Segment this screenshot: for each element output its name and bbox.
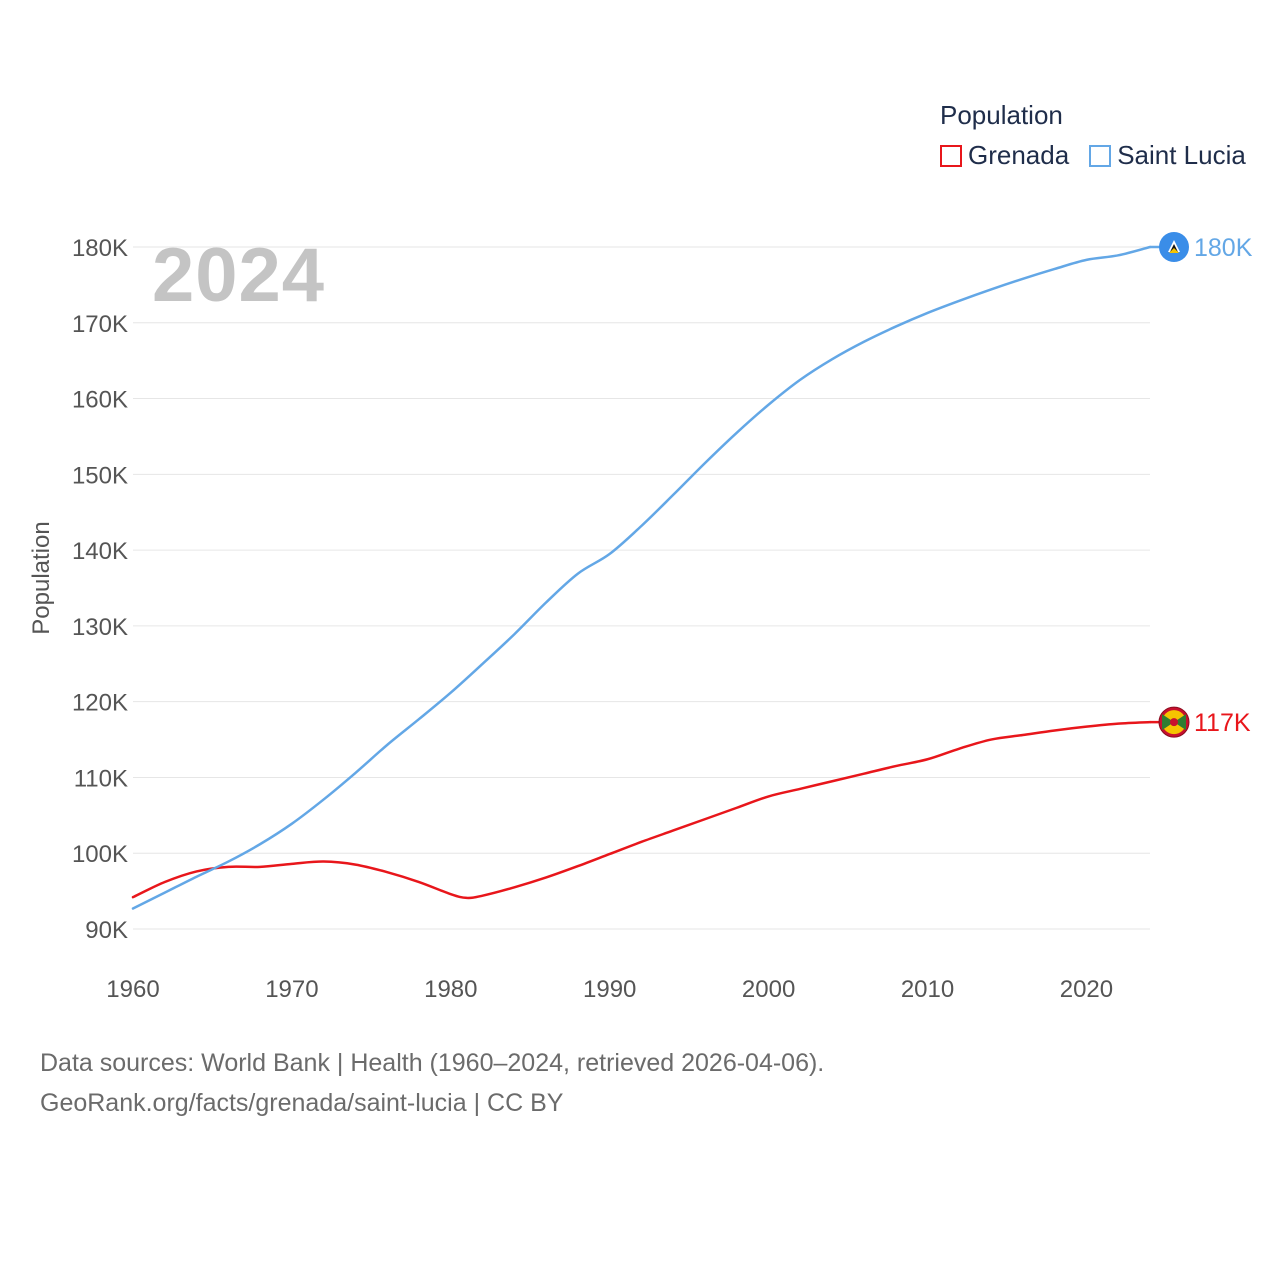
y-axis-ticks: 90K 100K 110K 120K 130K 140K 150K 160K 170K 180K — [72, 235, 128, 944]
series-line-saint-lucia[interactable] — [131, 245, 1152, 910]
footer-link[interactable]: GeoRank.org/facts/grenada/saint-lucia | … — [40, 1089, 564, 1117]
flag-icon-grenada — [1158, 706, 1190, 738]
y-tick-label: 150K — [72, 462, 128, 489]
end-label-saint-lucia: 180K — [1194, 234, 1253, 262]
legend-title: Population — [940, 100, 1063, 130]
x-tick-label: 1960 — [106, 976, 159, 1003]
y-tick-label: 130K — [72, 614, 128, 641]
x-tick-label: 2010 — [901, 976, 954, 1003]
legend-swatch-grenada — [940, 144, 962, 167]
x-axis-ticks: 1960 1970 1980 1990 2000 2010 2020 — [106, 976, 1113, 1003]
legend-label-saint-lucia: Saint Lucia — [1117, 140, 1246, 170]
y-tick-label: 120K — [72, 690, 128, 717]
x-tick-label: 2020 — [1060, 976, 1113, 1003]
legend-label-grenada: Grenada — [968, 140, 1070, 170]
y-tick-label: 100K — [72, 841, 128, 868]
y-tick-label: 140K — [72, 538, 128, 565]
series-lines — [131, 245, 1152, 910]
legend-item-saint-lucia[interactable]: Saint Lucia — [1089, 140, 1246, 171]
y-tick-label: 160K — [72, 387, 128, 414]
y-axis-label: Population — [28, 521, 55, 635]
year-watermark: 2024 — [152, 233, 326, 318]
legend-swatch-saint-lucia — [1089, 144, 1112, 167]
grid-lines — [133, 246, 1150, 930]
x-tick-label: 1990 — [583, 976, 636, 1003]
x-tick-label: 1970 — [265, 976, 318, 1003]
footer-sources: Data sources: World Bank | Health (1960–… — [40, 1049, 825, 1077]
y-tick-label: 180K — [72, 235, 128, 262]
y-tick-label: 90K — [85, 917, 128, 944]
y-tick-label: 110K — [74, 765, 128, 792]
footer: Data sources: World Bank | Health (1960–… — [40, 1043, 824, 1123]
series-line-grenada[interactable] — [131, 720, 1152, 900]
legend-item-grenada[interactable]: Grenada — [940, 140, 1069, 171]
legend: Population Grenada Saint Lucia — [940, 100, 1266, 171]
flag-icon-saint-lucia — [1159, 232, 1189, 262]
end-markers: 117K 180K — [1150, 232, 1253, 738]
y-tick-label: 170K — [72, 311, 128, 338]
end-label-grenada: 117K — [1194, 709, 1251, 737]
x-tick-label: 2000 — [742, 976, 795, 1003]
x-tick-label: 1980 — [424, 976, 477, 1003]
